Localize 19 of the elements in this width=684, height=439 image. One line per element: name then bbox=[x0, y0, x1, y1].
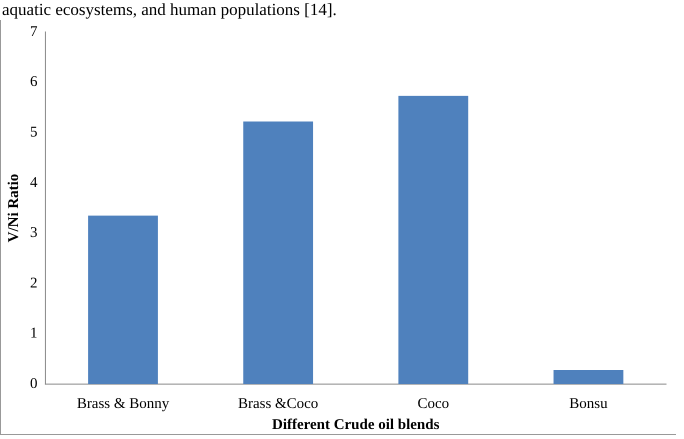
x-axis-title: Different Crude oil blends bbox=[272, 416, 440, 433]
y-tick-label: 5 bbox=[30, 124, 38, 141]
y-tick-label: 4 bbox=[30, 174, 38, 191]
y-tick-label: 6 bbox=[30, 74, 38, 90]
x-tick-label: Brass &Coco bbox=[238, 396, 318, 412]
x-tick-label: Coco bbox=[417, 396, 450, 412]
bar bbox=[243, 122, 314, 384]
y-tick-label: 7 bbox=[30, 24, 38, 40]
bar bbox=[554, 370, 624, 384]
bar bbox=[398, 96, 468, 384]
y-axis-title: V/Ni Ratio bbox=[6, 174, 22, 242]
y-tick-label: 0 bbox=[30, 376, 38, 392]
bar bbox=[88, 216, 158, 384]
x-tick-label: Brass & Bonny bbox=[76, 396, 170, 412]
y-tick-label: 2 bbox=[30, 275, 38, 292]
x-tick-label: Bonsu bbox=[569, 396, 608, 412]
text: aquatic ecosystems, and human populations [14]. bbox=[1, 0, 338, 20]
y-tick-label: 3 bbox=[30, 225, 38, 242]
y-tick-label: 1 bbox=[30, 326, 38, 342]
